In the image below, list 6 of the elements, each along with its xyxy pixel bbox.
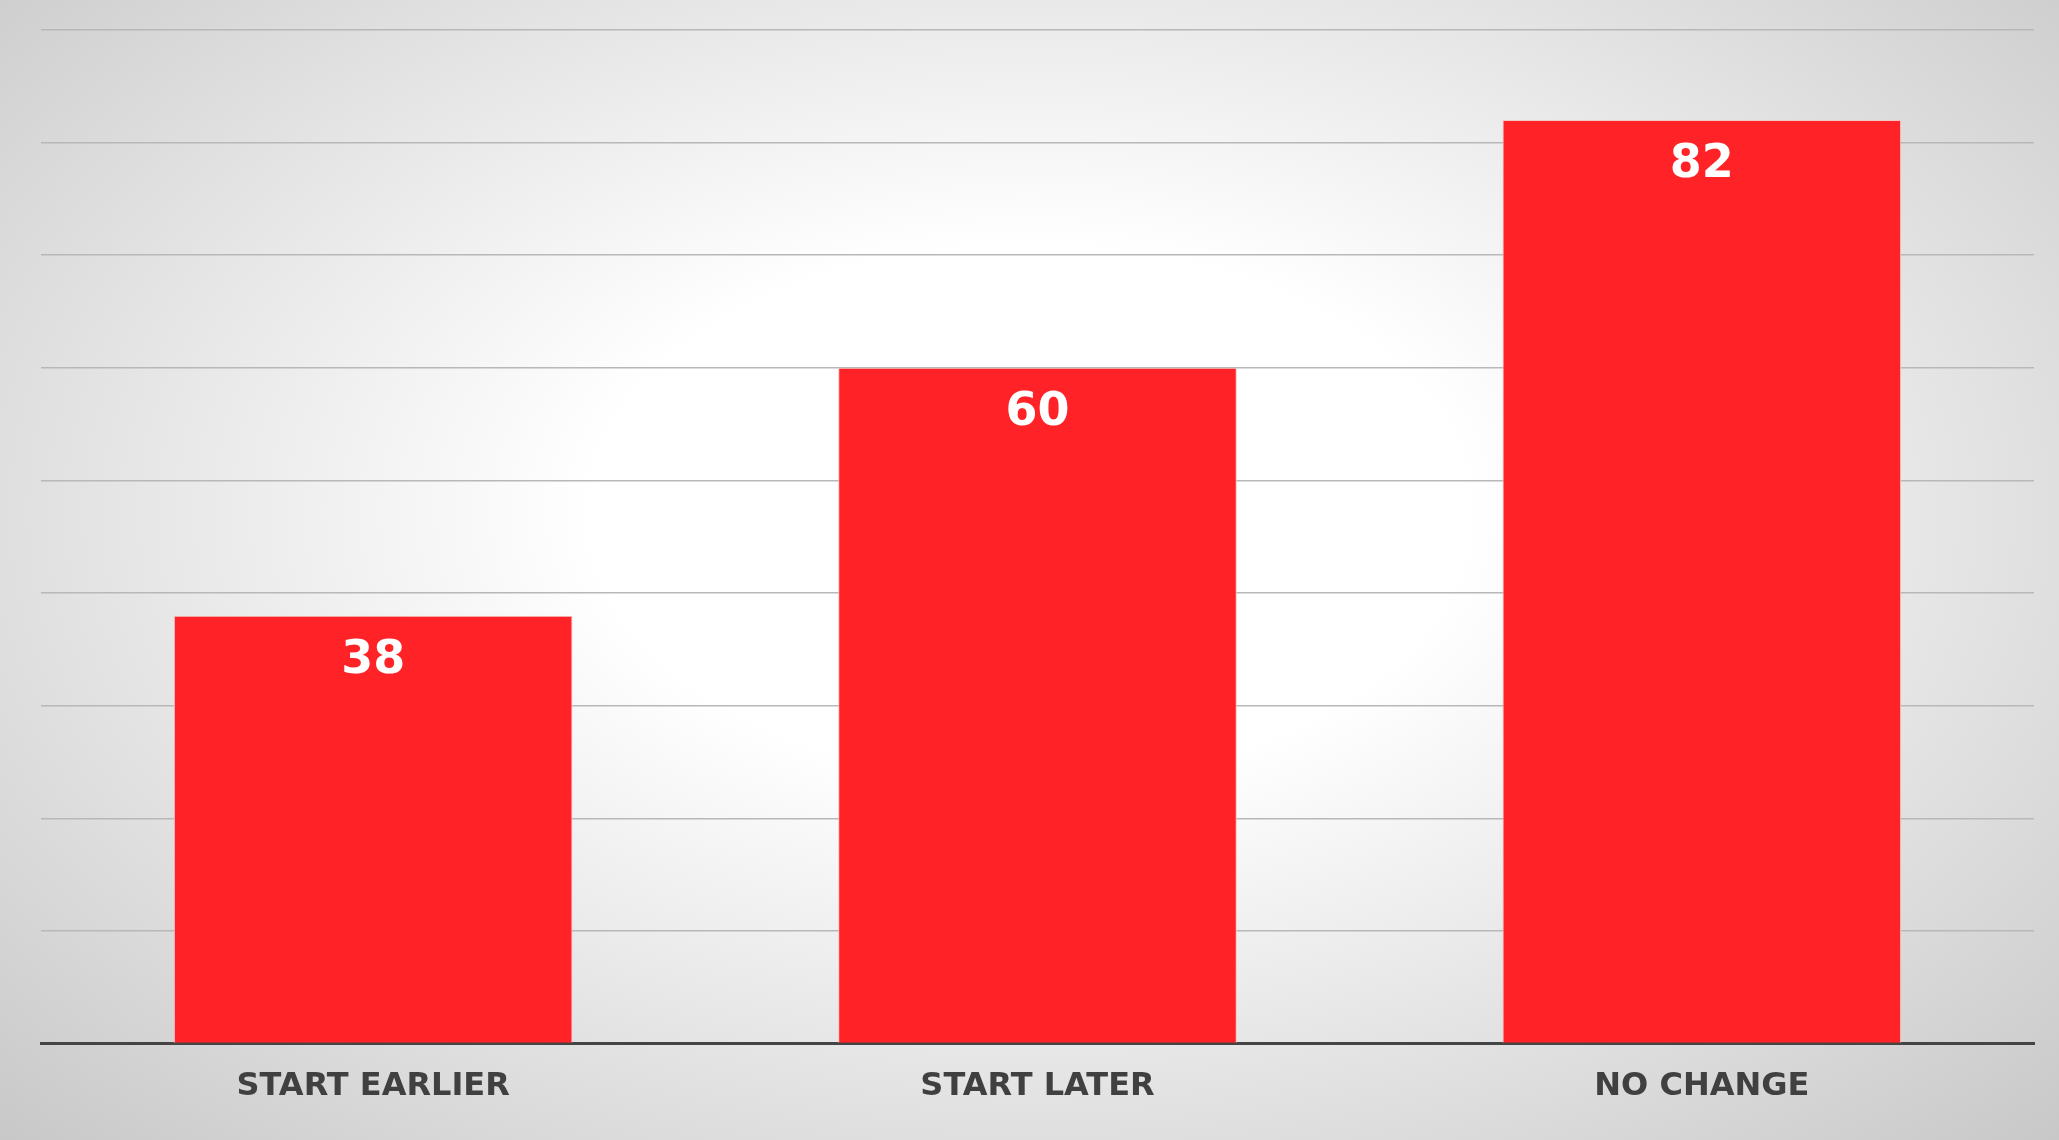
data-label: 60 [1005,381,1070,436]
x-tick-label: NO CHANGE [1594,1065,1810,1104]
x-tick-label: START EARLIER [236,1065,510,1104]
data-label: 38 [341,629,406,684]
data-label: 82 [1669,134,1734,189]
x-tick-label: START LATER [920,1065,1155,1104]
